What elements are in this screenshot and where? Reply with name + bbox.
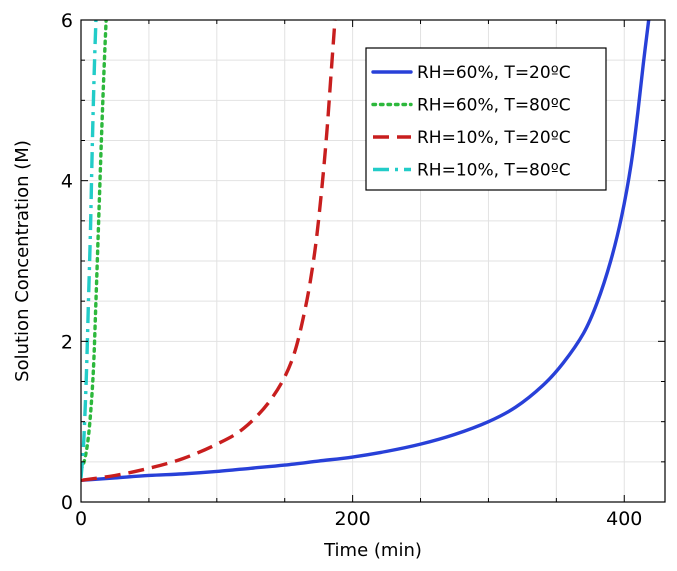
series-line-4 xyxy=(81,20,98,479)
legend-items: RH=60%, T=20ºC RH=60%, T=80ºC RH=10%, T=20… xyxy=(371,63,571,181)
series-line-3 xyxy=(81,20,337,482)
y-tick-label: 2 xyxy=(61,331,73,353)
legend-item-3: RH=10%, T=20ºC xyxy=(373,128,571,148)
x-tick-label: 0 xyxy=(75,508,87,530)
legend-label: RH=60%, T=20ºC xyxy=(417,63,571,83)
legend: RH=60%, T=20ºC RH=60%, T=80ºC RH=10%, T=20… xyxy=(365,47,607,191)
legend-label: RH=60%, T=80ºC xyxy=(417,96,571,116)
legend-item-1: RH=60%, T=20ºC xyxy=(371,63,571,83)
x-tick-label: 200 xyxy=(334,508,370,530)
series-line-1 xyxy=(81,20,651,483)
legend-label: RH=10%, T=80ºC xyxy=(417,161,571,181)
series-line-2 xyxy=(81,20,108,472)
tick-labels: 0 200 400 0 2 4 6 xyxy=(61,10,642,530)
y-tick-label: 0 xyxy=(61,492,73,514)
legend-item-4: RH=10%, T=80ºC xyxy=(373,161,571,181)
x-tick-label: 400 xyxy=(606,508,642,530)
series-layer xyxy=(81,20,651,483)
y-tick-label: 6 xyxy=(61,10,73,32)
x-axis-label: Time (min) xyxy=(323,540,422,561)
ticks xyxy=(80,19,665,503)
legend-label: RH=10%, T=20ºC xyxy=(417,128,571,148)
y-axis-label: Solution Concentration (M) xyxy=(12,140,33,382)
legend-item-2: RH=60%, T=80ºC xyxy=(371,96,571,116)
y-tick-label: 4 xyxy=(61,171,73,193)
